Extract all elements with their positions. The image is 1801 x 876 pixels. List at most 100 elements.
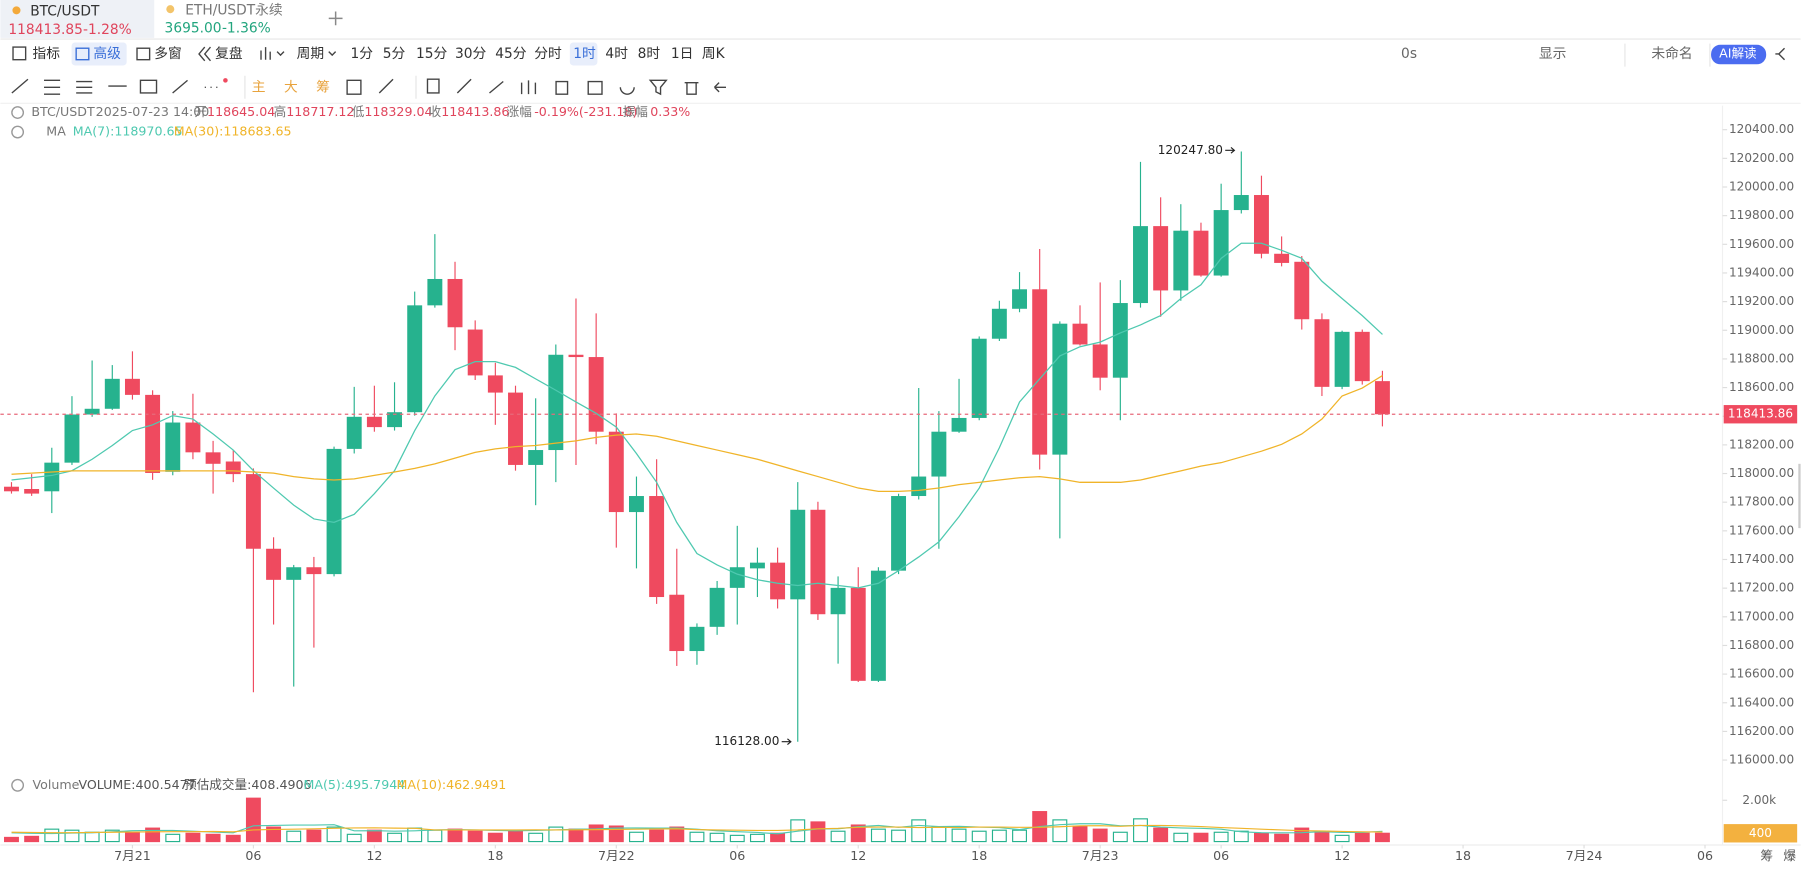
candle-body	[1374, 381, 1390, 415]
volume-bar	[568, 828, 584, 843]
tab-change: -1.36%	[222, 21, 271, 37]
scroll-handle[interactable]	[1798, 463, 1801, 529]
candle-body	[649, 496, 665, 598]
candle-body	[145, 394, 161, 473]
tool-icons[interactable]	[346, 78, 726, 96]
x-tick-label: 18	[1455, 848, 1471, 863]
interval-button[interactable]: 5分	[383, 46, 406, 62]
x-tick-label: 7月24	[1566, 848, 1603, 863]
x-tick-label: 7月23	[1082, 848, 1119, 863]
interval-button[interactable]: 1分	[351, 46, 374, 62]
icon	[260, 47, 285, 60]
candle-body	[911, 476, 927, 497]
interval-button[interactable]: 周K	[702, 46, 726, 62]
drawing-tool[interactable]: 主	[252, 79, 266, 95]
draw-icons[interactable]	[11, 78, 218, 95]
last-price-box	[1723, 405, 1798, 424]
interval-button[interactable]: 8时	[638, 46, 661, 62]
toolbar-button[interactable]: 未命名	[1651, 45, 1692, 62]
volume-bar	[1112, 831, 1128, 843]
collapse-icon[interactable]	[11, 778, 25, 792]
volume-bar	[1294, 827, 1310, 843]
tab-active-bg[interactable]	[0, 0, 155, 38]
y-tick-label: 2.00k	[1742, 793, 1776, 807]
footer-button[interactable]: 爆	[1783, 848, 1796, 863]
toolbar-button[interactable]: 周期	[297, 46, 325, 62]
candle-body	[326, 448, 342, 575]
legend-entry: MA(7):118970.65	[73, 124, 183, 139]
volume-bar	[427, 829, 443, 843]
ai-button[interactable]	[1711, 44, 1767, 65]
interval-button[interactable]: 15分	[416, 46, 448, 62]
toolbar-button[interactable]: AI解读	[1719, 45, 1757, 60]
candle-body	[205, 452, 221, 464]
volume-bar	[44, 828, 60, 843]
candle-body	[64, 414, 80, 463]
collapse-icon[interactable]	[11, 125, 25, 139]
drawing-tool[interactable]: 大	[284, 79, 298, 95]
coin-icon	[166, 5, 175, 14]
info-value: 118329.04	[364, 104, 432, 119]
candle-body	[24, 489, 40, 494]
info-label: 开	[194, 104, 207, 119]
volume-bar	[326, 826, 342, 843]
tab-symbol[interactable]: ETH/USDT永续	[185, 2, 283, 18]
toolbar-button[interactable]: 显示	[1539, 46, 1567, 62]
x-tick-label: 06	[1697, 848, 1713, 863]
volume-bar	[870, 828, 886, 843]
y-tick-label: 120000.00	[1729, 180, 1794, 194]
drawing-tool[interactable]: 筹	[316, 78, 330, 95]
interval-button[interactable]: 分时	[534, 46, 562, 62]
toolbar-button[interactable]: 高级	[93, 45, 121, 62]
toolbar-button[interactable]: 复盘	[215, 45, 243, 62]
candle-body	[1233, 195, 1249, 211]
legend-entry: MA(10):462.9491	[396, 777, 506, 792]
y-tick-label: 119000.00	[1729, 323, 1794, 337]
candle-body	[770, 562, 786, 600]
candle-body	[225, 461, 241, 475]
x-tick-label: 06	[1213, 848, 1229, 863]
volume-bar	[971, 830, 987, 843]
add-tab[interactable]	[328, 11, 343, 26]
share-icon[interactable]	[1775, 47, 1786, 61]
y-tick-label: 118000.00	[1729, 466, 1794, 480]
volume-bar	[850, 824, 866, 843]
candle-body	[1173, 230, 1189, 291]
icon	[328, 51, 337, 57]
candle-body	[1193, 230, 1209, 276]
volume-bar	[1072, 825, 1088, 843]
candle-body	[306, 567, 322, 575]
candle-body	[185, 422, 201, 453]
volume-bar	[1052, 819, 1068, 843]
volume-bar	[1173, 832, 1189, 843]
toolbar-button[interactable]: 指标	[33, 46, 61, 62]
volume-bar	[649, 829, 665, 843]
candle-body	[749, 562, 765, 569]
x-tick-label: 12	[366, 848, 382, 863]
volume-bar	[770, 832, 786, 843]
interval-button[interactable]: 1时	[573, 46, 596, 62]
tab-symbol[interactable]: BTC/USDT	[30, 3, 100, 19]
y-tick-label: 116800.00	[1729, 638, 1794, 652]
toolbar-button[interactable]: 0s	[1401, 46, 1417, 62]
x-tick-label: 12	[850, 848, 866, 863]
x-tick-label: 06	[729, 848, 745, 863]
collapse-icon[interactable]	[11, 106, 25, 119]
interval-button[interactable]: 1日	[671, 46, 694, 62]
tab-price: 118413.85	[8, 22, 82, 38]
candle-body	[487, 375, 503, 393]
last-volume-box	[1723, 824, 1798, 843]
volume-bar	[548, 826, 564, 843]
interval-button[interactable]: 30分	[455, 46, 487, 62]
candle-body	[1213, 210, 1229, 276]
legend-entry: MA(30):118683.65	[174, 124, 292, 139]
volume-bar	[447, 828, 463, 843]
interval-button[interactable]: 4时	[605, 46, 628, 62]
info-label: 收	[429, 104, 442, 119]
volume-bar	[629, 831, 644, 843]
interval-button[interactable]: 45分	[495, 46, 527, 62]
footer-button[interactable]: 筹	[1760, 848, 1773, 863]
toolbar-button[interactable]: 多窗	[154, 45, 182, 62]
